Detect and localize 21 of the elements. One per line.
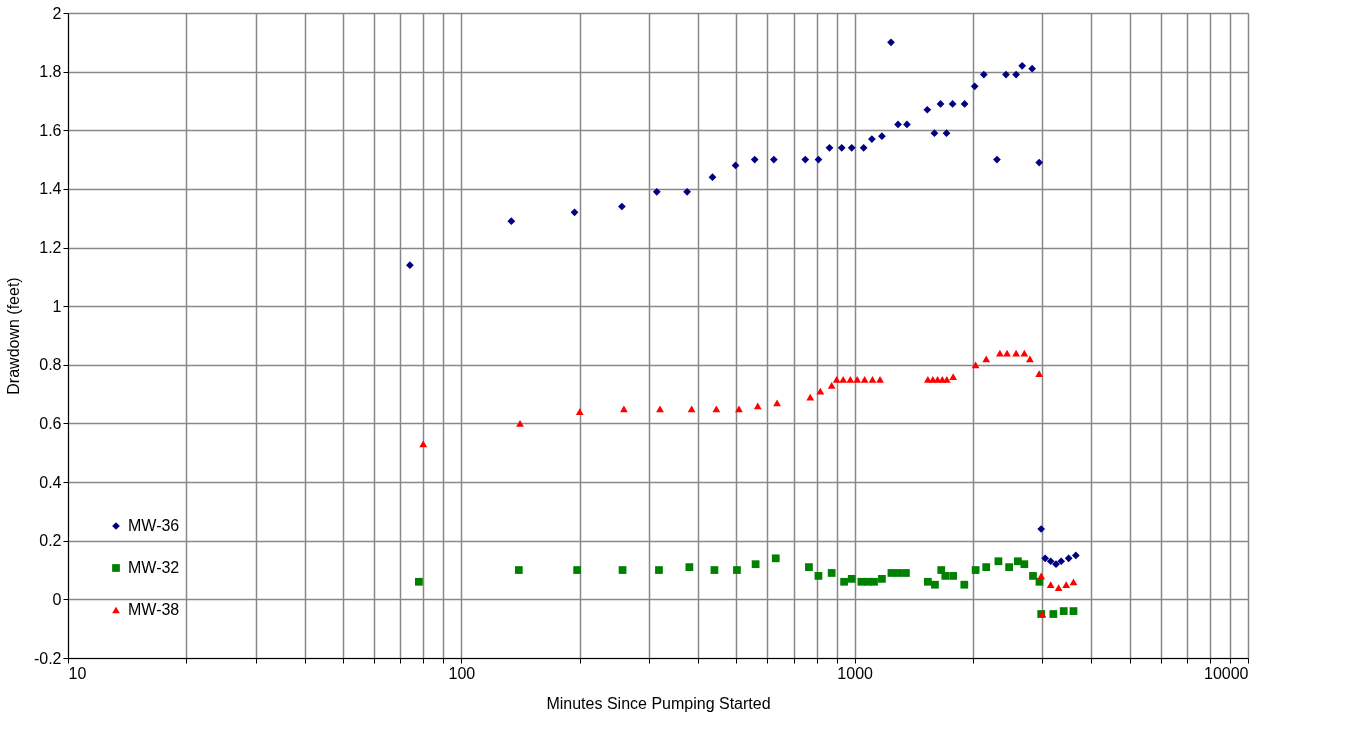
x-tick-label: 10 [68,664,87,682]
y-tick-label: 1.4 [39,180,62,198]
y-tick-label: 2 [52,4,62,22]
x-tick-label: 100 [448,664,476,682]
x-tick-label: 1000 [837,664,874,682]
y-axis-title: Drawdown (feet) [4,277,22,395]
x-axis-title: Minutes Since Pumping Started [546,694,771,712]
y-tick-label: 1 [52,297,62,315]
y-tick-label: 1.8 [39,63,62,81]
legend-label: MW-36 [128,517,180,534]
y-tick-label: -0.2 [33,649,62,667]
legend-label: MW-38 [128,601,180,618]
y-tick-label: 0.6 [39,414,62,432]
y-tick-label: 0 [52,590,62,608]
y-tick-label: 0.4 [39,473,62,491]
x-tick-label: 10000 [1204,664,1249,682]
legend-label: MW-32 [128,559,180,576]
y-tick-label: 0.2 [39,532,62,550]
y-tick-label: 1.6 [39,121,62,139]
y-tick-label: 1.2 [39,239,62,257]
y-tick-label: 0.8 [39,356,62,374]
